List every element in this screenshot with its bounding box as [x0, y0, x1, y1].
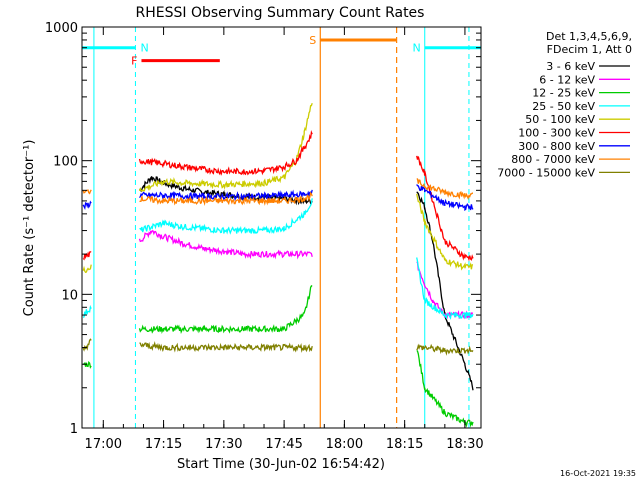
- annotation-label-n: N: [413, 42, 421, 55]
- series-line-100-300-kev: [82, 130, 474, 262]
- series-line-6-12-kev: [138, 230, 473, 320]
- footer-timestamp: 16-Oct-2021 19:35: [560, 469, 636, 478]
- series-line-12-25-kev: [82, 285, 474, 428]
- legend-label: 3 - 6 keV: [546, 60, 595, 73]
- y-tick-label: 100: [53, 155, 78, 170]
- y-tick-label: 1000: [45, 21, 78, 36]
- x-tick-label: 18:15: [386, 437, 423, 452]
- x-tick-label: 17:45: [265, 437, 302, 452]
- chart-title: RHESSI Observing Summary Count Rates: [136, 5, 425, 21]
- x-tick-label: 18:00: [326, 437, 363, 452]
- series-line-50-100-kev: [82, 102, 474, 274]
- annotation-label-f: F: [131, 55, 137, 68]
- series-line-300-800-kev: [82, 184, 474, 211]
- x-tick-label: 18:30: [446, 437, 483, 452]
- legend-label: 12 - 25 keV: [532, 87, 595, 100]
- plot-frame: [81, 26, 482, 429]
- series-line-800-7000-kev: [82, 178, 473, 206]
- annotation-label-s: S: [309, 34, 316, 47]
- series-line-25-50-kev: [82, 198, 474, 320]
- legend-label: 50 - 100 keV: [525, 113, 595, 126]
- legend-header-line-1: Det 1,3,4,5,6,9,: [546, 30, 632, 43]
- legend-label: 6 - 12 keV: [539, 73, 595, 86]
- legend-label: 800 - 7000 keV: [511, 153, 595, 166]
- legend-label: 300 - 800 keV: [518, 140, 595, 153]
- legend-label: 25 - 50 keV: [532, 100, 595, 113]
- x-tick-label: 17:15: [145, 437, 182, 452]
- y-tick-label: 10: [61, 288, 78, 303]
- y-axis-label: Count Rate (s⁻¹ detector⁻¹): [22, 140, 37, 317]
- legend-header-line-2: FDecim 1, Att 0: [547, 43, 632, 56]
- x-axis-label: Start Time (30-Jun-02 16:54:42): [177, 457, 385, 472]
- annotation-label-n: N: [140, 42, 148, 55]
- legend-label: 100 - 300 keV: [518, 127, 595, 140]
- y-tick-label: 1: [70, 422, 78, 437]
- legend-label: 7000 - 15000 keV: [497, 166, 595, 179]
- x-tick-label: 17:00: [85, 437, 122, 452]
- x-tick-label: 17:30: [205, 437, 242, 452]
- legend: Det 1,3,4,5,6,9, FDecim 1, Att 0 3 - 6 k…: [497, 30, 632, 179]
